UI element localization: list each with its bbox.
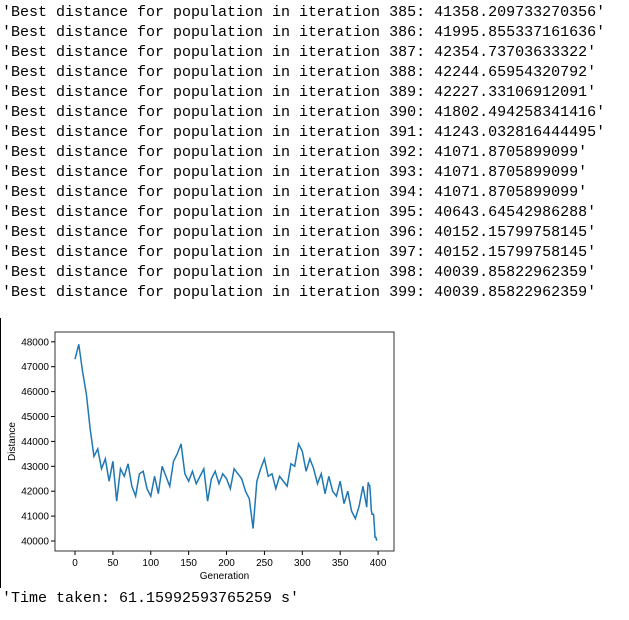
y-axis-label: Distance [7, 422, 18, 461]
log-line: 'Best distance for population in iterati… [2, 4, 606, 21]
log-line: 'Best distance for population in iterati… [2, 84, 597, 101]
y-tick-label: 41000 [21, 512, 49, 523]
log-line: 'Best distance for population in iterati… [2, 144, 588, 161]
log-line: 'Best distance for population in iterati… [2, 284, 597, 301]
y-tick-label: 44000 [21, 437, 49, 448]
y-tick-label: 45000 [21, 412, 49, 423]
log-line: 'Best distance for population in iterati… [2, 264, 597, 281]
y-tick-label: 42000 [21, 487, 49, 498]
log-line: 'Best distance for population in iterati… [2, 204, 597, 221]
log-line: 'Best distance for population in iterati… [2, 184, 588, 201]
x-tick-label: 250 [256, 558, 273, 569]
y-tick-label: 40000 [21, 536, 49, 547]
x-tick-label: 50 [107, 558, 119, 569]
log-line: 'Best distance for population in iterati… [2, 164, 588, 181]
x-tick-label: 0 [72, 558, 78, 569]
x-tick-label: 400 [370, 558, 387, 569]
log-line: 'Best distance for population in iterati… [2, 104, 606, 121]
log-line: 'Best distance for population in iterati… [2, 224, 597, 241]
x-axis-label: Generation [200, 571, 249, 582]
chart: 40000 41000 42000 43000 44000 45000 46000 47000… [0, 318, 395, 588]
x-tick-label: 300 [294, 558, 311, 569]
log-line: 'Best distance for population in iterati… [2, 124, 606, 141]
log-line: 'Best distance for population in iterati… [2, 44, 597, 61]
y-tick-label: 46000 [21, 387, 49, 398]
y-tick-label: 48000 [21, 337, 49, 348]
x-tick-label: 100 [142, 558, 159, 569]
log-line: 'Best distance for population in iterati… [2, 64, 597, 81]
y-tick-label: 47000 [21, 362, 49, 373]
plot-frame [54, 331, 395, 552]
time-taken: 'Time taken: 61.15992593765259 s' [2, 590, 300, 607]
y-tick-label: 43000 [21, 462, 49, 473]
log-line: 'Best distance for population in iterati… [2, 244, 597, 261]
x-tick-label: 350 [332, 558, 349, 569]
x-tick-label: 200 [218, 558, 235, 569]
data-line [74, 344, 378, 541]
log-line: 'Best distance for population in iterati… [2, 24, 606, 41]
x-tick-label: 150 [180, 558, 197, 569]
